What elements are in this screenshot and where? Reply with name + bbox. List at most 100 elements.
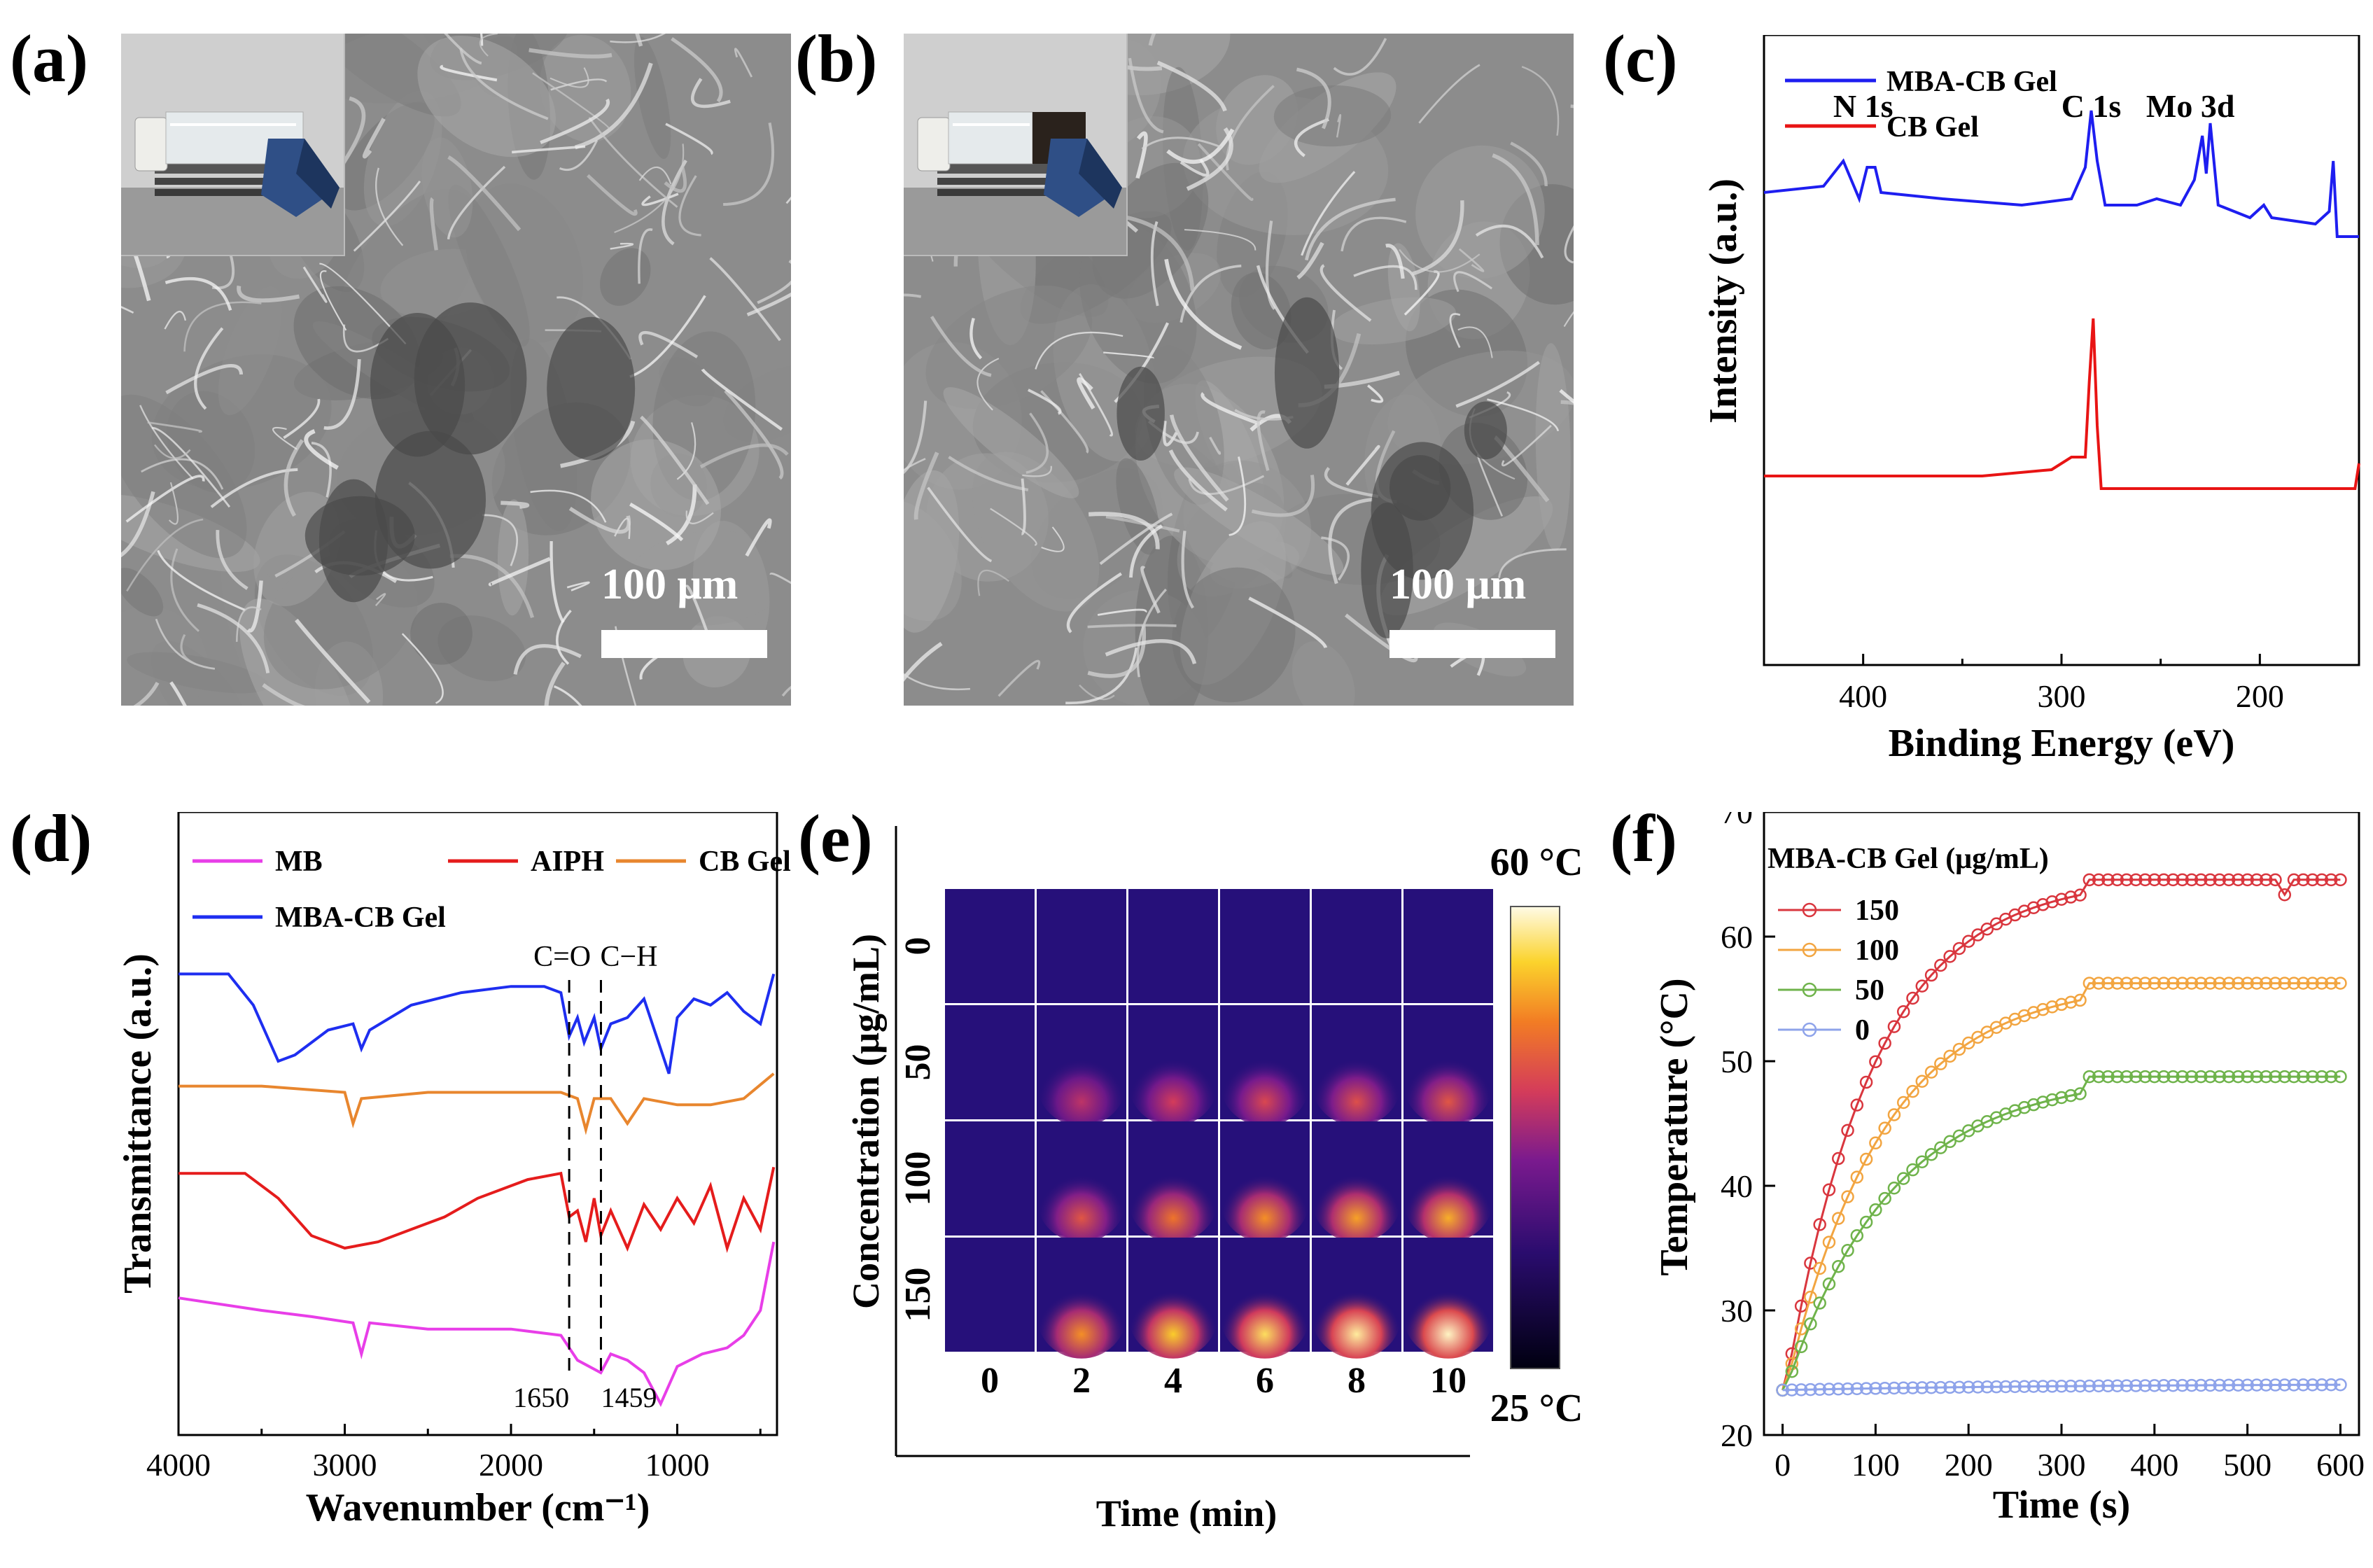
temp-x-tick-label: 500 (2223, 1447, 2272, 1483)
temp-series-point-3 (1980, 1380, 1994, 1394)
temp-series-point-0 (2204, 873, 2217, 887)
thermal-hotspot-r1-c4 (1312, 1039, 1401, 1126)
temp-series-point-3 (2297, 1378, 2310, 1392)
temp-series-point-2 (2334, 1070, 2347, 1084)
xps-peak-label-2: Mo 3d (2146, 88, 2235, 124)
temp-series-point-0 (1813, 1218, 1826, 1231)
temp-series-point-2 (1822, 1277, 1836, 1291)
ftir-series-line-0 (178, 1241, 776, 1408)
temp-series-point-3 (2259, 1378, 2273, 1392)
xps-legend-label-0: MBA-CB Gel (1886, 66, 2057, 98)
temp-series-point-3 (1813, 1382, 1826, 1396)
temp-series-point-1 (2232, 976, 2245, 990)
temp-series-point-2 (1915, 1155, 1929, 1168)
temp-series-point-2 (2157, 1070, 2171, 1084)
ftir-legend-label-2: CB Gel (699, 846, 791, 878)
ftir-legend-label-0: MB (275, 846, 323, 878)
temp-series-point-0 (2250, 873, 2264, 887)
temp-series-point-0 (2334, 873, 2347, 887)
temp-series-point-0 (2213, 873, 2227, 887)
xps-peak-label-1: C 1s (2062, 88, 2122, 124)
thermal-cell-r2-c0 (945, 1121, 1035, 1236)
temp-series-point-2 (2148, 1070, 2162, 1084)
temp-series-point-1 (2120, 976, 2134, 990)
thermal-hotspot-r3-c5 (1404, 1271, 1493, 1359)
temp-y-tick-label: 20 (1721, 1418, 1753, 1453)
temp-series-point-0 (1869, 1055, 1882, 1068)
thermal-cell-r0-c3 (1220, 889, 1310, 1003)
temp-series-point-3 (2157, 1379, 2171, 1392)
thermal-cell-r3-c0 (945, 1238, 1035, 1352)
temp-series-point-1 (1832, 1212, 1845, 1225)
temp-series-point-3 (2176, 1378, 2189, 1392)
temp-y-tick-label: 70 (1721, 812, 1753, 830)
temp-series-point-1 (1934, 1057, 1947, 1070)
ftir-annotation-ch: C−H (600, 941, 657, 973)
panel-d-letter: (d) (10, 801, 92, 876)
thermal-y-tick-label: 0 (898, 937, 938, 955)
temp-series-point-0 (2036, 898, 2050, 911)
temp-series-point-3 (1943, 1380, 1956, 1394)
thermal-y-axis-label: Concentration (μg/mL) (845, 934, 887, 1309)
temp-series-point-2 (2213, 1070, 2227, 1084)
temp-series-point-3 (1878, 1381, 1891, 1395)
temp-x-tick-label: 200 (1945, 1447, 1993, 1483)
temp-series-line-1 (1782, 982, 2341, 1391)
temp-series-point-3 (1961, 1380, 1975, 1394)
temp-legend-label-1: 100 (1855, 934, 1899, 967)
temp-series-point-0 (1896, 1004, 1910, 1018)
temp-series-line-3 (1782, 1383, 2341, 1392)
temp-series-point-2 (2166, 1070, 2180, 1084)
temp-series-point-2 (2138, 1070, 2152, 1084)
temp-series-point-1 (1952, 1042, 1966, 1056)
temp-series-point-0 (1971, 928, 1984, 941)
thermal-cell-r1-c0 (945, 1005, 1035, 1119)
ftir-x-axis-label: Wavenumber (cm⁻¹) (306, 1486, 650, 1530)
xps-x-tick-label: 200 (2236, 678, 2284, 714)
temp-series-point-3 (2250, 1378, 2264, 1392)
temp-series-point-1 (2194, 976, 2208, 990)
temp-series-point-2 (1785, 1364, 1799, 1378)
temp-series-point-2 (2324, 1070, 2338, 1084)
xps-series-line-0 (1763, 110, 2359, 238)
temp-series-point-3 (1850, 1382, 1864, 1396)
temp-legend-marker-1 (1802, 942, 1817, 958)
temp-series-point-1 (2101, 976, 2115, 990)
temp-series-point-1 (1943, 1049, 1956, 1063)
temp-series-point-0 (2278, 888, 2291, 902)
temp-series-point-2 (2306, 1070, 2319, 1084)
temp-legend-label-3: 0 (1855, 1014, 1870, 1046)
thermal-x-axis-label: Time (min) (1096, 1492, 1277, 1534)
temp-series-point-3 (2138, 1379, 2152, 1392)
temp-series-point-2 (1804, 1317, 1817, 1331)
temp-series-point-3 (1804, 1382, 1817, 1396)
temp-series-point-3 (2073, 1379, 2087, 1393)
temp-series-point-2 (2026, 1098, 2040, 1112)
ftir-annotation-1650: 1650 (513, 1382, 569, 1413)
thermal-hotspot-r3-c3 (1220, 1271, 1310, 1359)
temp-legend-label-0: 150 (1855, 895, 1899, 927)
temp-series-point-1 (1961, 1036, 1975, 1050)
temp-series-point-2 (1869, 1203, 1882, 1217)
temp-series-point-3 (2185, 1378, 2199, 1392)
temp-series-point-1 (2073, 993, 2087, 1007)
temp-series-point-0 (2287, 873, 2301, 887)
temp-series-point-0 (1832, 1152, 1845, 1166)
scale-bar-a (601, 630, 767, 658)
xps-x-tick-label: 300 (2038, 678, 2086, 714)
temp-series-point-0 (1822, 1183, 1836, 1196)
temp-series-point-1 (1804, 1290, 1817, 1304)
temp-series-point-3 (2092, 1379, 2106, 1393)
temp-series-point-0 (2082, 873, 2096, 887)
thermal-hotspot-r2-c4 (1312, 1155, 1401, 1242)
temp-series-point-1 (2064, 995, 2078, 1009)
temp-series-point-0 (2045, 895, 2059, 909)
temp-series-point-0 (1850, 1098, 1864, 1112)
thermal-colorbar-min-label: 25 °C (1490, 1387, 1583, 1430)
ftir-x-tick-label: 3000 (313, 1447, 377, 1483)
xps-y-axis-label: Intensity (a.u.) (1702, 178, 1745, 424)
temp-series-point-3 (2222, 1378, 2236, 1392)
temp-series-point-3 (2064, 1379, 2078, 1393)
temp-series-point-2 (2120, 1070, 2134, 1084)
temp-series-point-2 (1813, 1296, 1826, 1310)
